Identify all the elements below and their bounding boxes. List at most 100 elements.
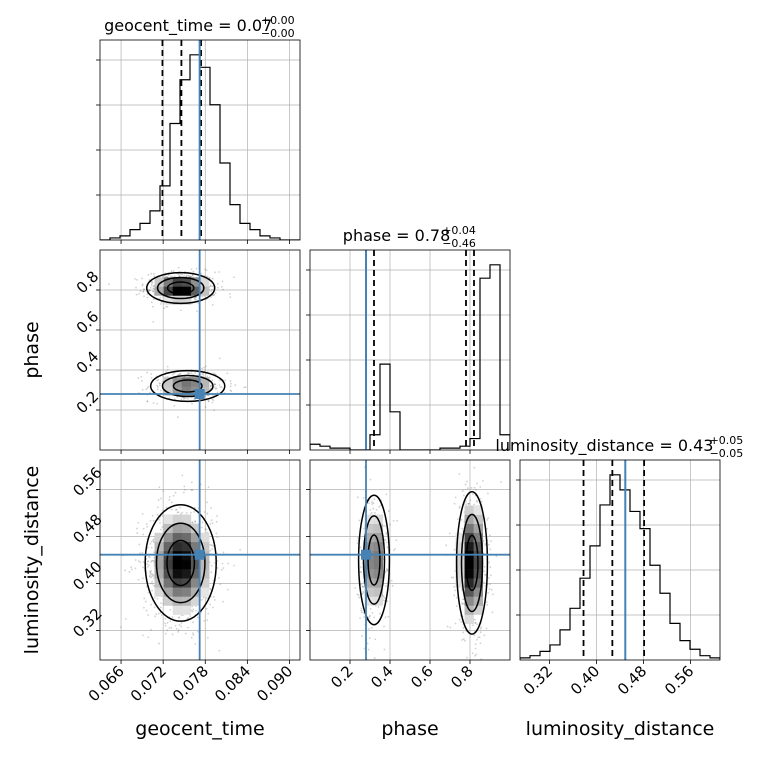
sample-point xyxy=(147,636,150,639)
sample-point xyxy=(166,368,169,371)
density-cell xyxy=(373,532,384,543)
sample-point xyxy=(483,565,486,568)
sample-point xyxy=(146,525,149,528)
density-cell xyxy=(154,277,164,287)
sample-point xyxy=(359,546,362,549)
density-cell xyxy=(455,578,465,588)
sample-point xyxy=(207,486,210,489)
sample-point xyxy=(196,310,198,313)
sample-point xyxy=(194,643,197,646)
sample-point xyxy=(390,579,393,582)
sample-point xyxy=(396,519,398,522)
sample-point xyxy=(176,416,179,418)
sample-point xyxy=(152,540,155,543)
sample-point xyxy=(157,499,160,501)
density-cell xyxy=(163,596,174,606)
sample-point xyxy=(150,561,152,563)
density-cell xyxy=(172,286,183,296)
sample-point xyxy=(206,619,209,621)
sample-point xyxy=(230,382,232,385)
sample-point xyxy=(151,514,154,517)
density-cell xyxy=(154,560,164,570)
sample-point xyxy=(461,527,464,530)
sample-point xyxy=(201,295,203,298)
hist-title-geocent_time: geocent_time = 0.07+0.00−0.00 xyxy=(104,14,295,40)
sample-point xyxy=(360,583,363,586)
title-plus: +0.00 xyxy=(261,14,295,27)
sample-point xyxy=(193,510,195,513)
sample-point xyxy=(173,275,176,278)
sample-point xyxy=(229,292,231,295)
sample-point xyxy=(179,506,182,509)
density-cell xyxy=(364,560,374,570)
sample-point xyxy=(479,627,482,630)
sample-point xyxy=(181,474,184,477)
sample-point xyxy=(211,288,213,291)
sample-point xyxy=(373,498,376,501)
sample-point xyxy=(150,628,152,631)
sample-point xyxy=(146,371,148,374)
sample-point xyxy=(445,544,448,547)
sample-point xyxy=(153,577,155,580)
sample-point xyxy=(465,503,468,506)
sample-point xyxy=(360,607,363,610)
sample-point xyxy=(190,489,193,491)
sample-point xyxy=(178,624,181,626)
sample-point xyxy=(213,293,215,296)
sample-point xyxy=(473,486,476,489)
sample-point xyxy=(477,636,479,639)
sample-point xyxy=(216,282,219,285)
density-cell xyxy=(181,532,192,543)
sample-point xyxy=(182,491,185,494)
sample-point xyxy=(158,382,161,384)
sample-point xyxy=(179,372,182,375)
y-axis-label-phase: phase xyxy=(21,321,43,378)
density-cell xyxy=(373,560,384,570)
sample-point xyxy=(369,478,372,481)
sample-point xyxy=(150,372,153,375)
sample-point xyxy=(190,636,193,639)
sample-point xyxy=(211,401,214,404)
truth-marker xyxy=(361,549,371,560)
density-cell xyxy=(464,596,474,606)
sample-point xyxy=(211,548,214,550)
sample-point xyxy=(212,399,215,402)
sample-point xyxy=(157,378,160,381)
density-cell xyxy=(163,514,174,524)
sample-point xyxy=(139,561,142,564)
sample-point xyxy=(160,614,163,616)
sample-point xyxy=(378,505,381,508)
sample-point xyxy=(156,402,159,405)
sample-point xyxy=(213,383,216,386)
sample-point xyxy=(213,599,216,601)
density-cell xyxy=(163,386,174,396)
sample-point xyxy=(142,566,145,569)
sample-point xyxy=(181,273,184,276)
sample-point xyxy=(372,502,375,504)
sample-point xyxy=(211,544,213,547)
sample-point xyxy=(203,366,206,369)
title-main: phase = 0.78 xyxy=(343,226,450,245)
sample-point xyxy=(163,307,165,310)
sample-point xyxy=(453,594,456,597)
sample-point xyxy=(361,592,364,595)
contour-line xyxy=(166,539,196,587)
sample-point xyxy=(192,621,194,623)
sample-point xyxy=(386,546,389,549)
sample-point xyxy=(206,512,209,515)
sample-point xyxy=(152,519,155,522)
sample-point xyxy=(384,571,387,574)
sample-point xyxy=(124,618,127,620)
sample-point xyxy=(489,534,491,537)
sample-point xyxy=(482,479,484,482)
sample-point xyxy=(209,587,212,590)
y-tick-label: 0.8 xyxy=(73,267,103,297)
sample-point xyxy=(176,396,178,398)
sample-point xyxy=(153,584,155,587)
sample-point xyxy=(150,546,153,549)
sample-point xyxy=(143,295,145,298)
sample-point xyxy=(191,605,194,608)
sample-point xyxy=(449,626,452,629)
sample-point xyxy=(222,288,225,291)
density-cell xyxy=(181,605,192,615)
